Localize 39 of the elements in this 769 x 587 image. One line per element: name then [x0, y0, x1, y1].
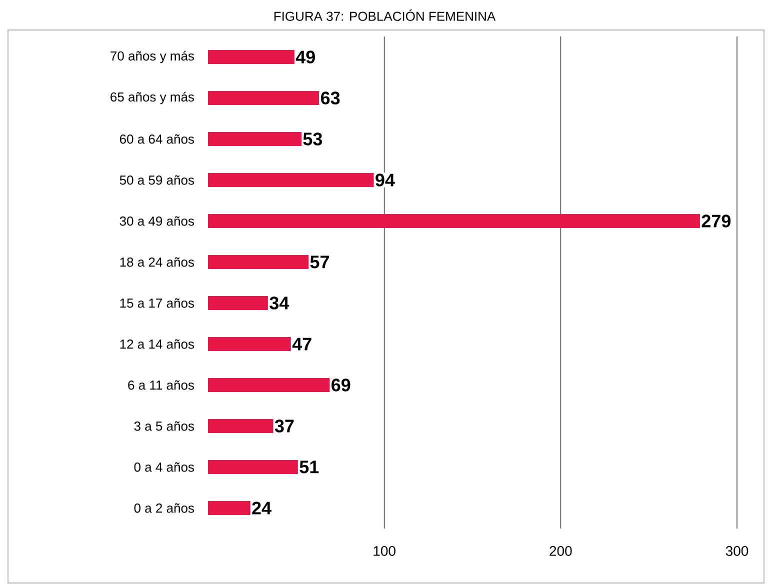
data-label: 69	[332, 378, 350, 392]
data-label: 49	[296, 50, 315, 64]
y-tick-label: 6 a 11 años	[128, 380, 194, 390]
data-label: 24	[252, 502, 272, 514]
bar	[208, 501, 250, 516]
x-tick-label: 100	[374, 546, 396, 556]
y-tick-label: 30 a 49 años	[120, 216, 194, 226]
x-tick-label: 200	[550, 546, 572, 556]
y-tick-label: 18 a 24 años	[120, 257, 194, 267]
bar	[208, 460, 298, 474]
bar	[208, 419, 274, 434]
y-tick-label: 12 a 14 años	[120, 339, 194, 349]
bar	[208, 50, 294, 64]
bar	[208, 296, 268, 310]
y-tick-label: 3 a 5 años	[134, 421, 194, 431]
data-label: 53	[303, 132, 322, 146]
y-tick-label: 15 a 17 años	[120, 298, 194, 308]
data-label: 94	[376, 174, 395, 186]
y-tick-label: 50 a 59 años	[120, 175, 194, 185]
bar	[208, 132, 302, 146]
data-label: 279	[702, 214, 731, 228]
y-tick-label: 65 años y más	[110, 92, 194, 104]
data-label: 37	[274, 420, 294, 432]
bar	[208, 255, 309, 270]
data-label: 63	[320, 92, 340, 104]
bar	[208, 214, 700, 228]
data-label: 51	[300, 460, 319, 474]
data-label: 47	[292, 338, 312, 350]
y-tick-label: 60 a 64 años	[120, 134, 194, 144]
x-tick-label: 300	[726, 546, 748, 556]
bar	[208, 337, 291, 352]
bar	[208, 91, 320, 106]
chart-title: FIGURA 37: POBLACIÓN FEMENINA	[274, 10, 496, 21]
data-label: 57	[310, 256, 329, 268]
bar	[208, 378, 330, 392]
y-tick-label: 0 a 4 años	[134, 462, 194, 472]
y-tick-label: 0 a 2 años	[134, 503, 194, 513]
data-label: 34	[270, 296, 290, 310]
y-tick-label: 70 años y más	[110, 50, 194, 64]
